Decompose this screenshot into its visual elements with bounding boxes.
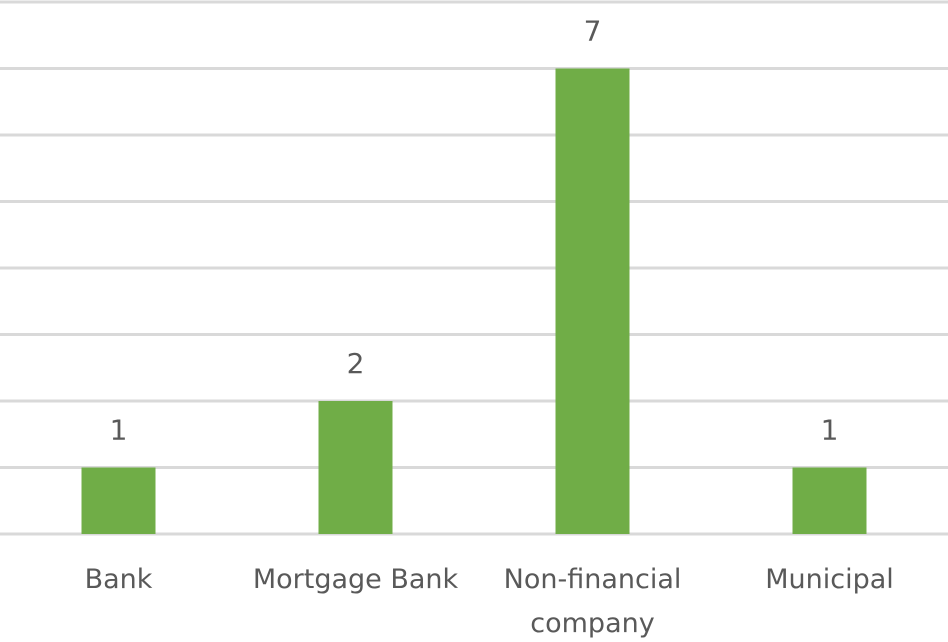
bar [555,68,630,534]
data-label: 2 [347,347,365,380]
bar [81,467,156,534]
x-tick-label: Municipal [765,564,894,595]
x-tick-label: Non-financial company [503,564,682,639]
x-tick-label: Bank [84,564,153,595]
data-label: 7 [584,15,602,48]
bar [792,467,867,534]
bar [318,401,393,534]
data-label: 1 [821,414,839,447]
data-label: 1 [110,414,128,447]
x-tick-label: Mortgage Bank [252,564,459,595]
